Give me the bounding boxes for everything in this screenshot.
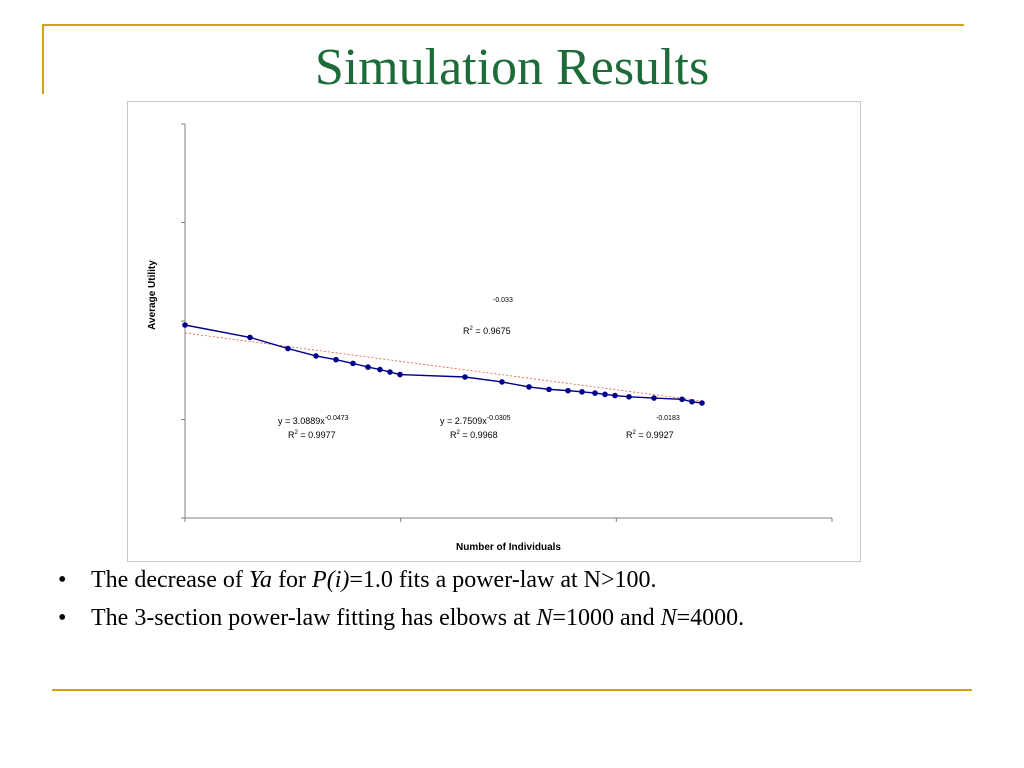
bullet-list: • The decrease of Ya for P(i)=1.0 fits a…	[58, 563, 978, 639]
trendline	[184, 332, 703, 402]
chart: Number of Individuals Average Utility y = …	[147, 123, 833, 553]
bullet-term-n: N	[536, 605, 553, 631]
fit-equation: y = 2.7509x-0.0305	[440, 415, 511, 426]
fit-equation: y = 3.0889x-0.0473	[278, 415, 349, 426]
series-line	[184, 324, 703, 404]
data-point	[333, 356, 339, 363]
frame-bottom-rule	[52, 689, 972, 691]
bullet-marker: •	[58, 567, 67, 593]
data-point	[462, 374, 468, 380]
fit-r-squared-sup: 2	[295, 430, 299, 436]
fit-annotation-fit3: -0.0183 R2 = 0.9927	[626, 415, 680, 440]
fit-r-squared-sup: 2	[470, 326, 474, 332]
fit-exponent: -0.0473	[325, 415, 349, 422]
fit-annotation-fit1: y = 3.0889x-0.0473 R2 = 0.9977	[278, 415, 349, 440]
data-point	[612, 392, 618, 399]
x-axis-title: Number of Individuals	[456, 542, 561, 553]
bullet-text: =1000 and	[552, 605, 661, 631]
data-point	[592, 390, 598, 396]
data-point	[679, 396, 685, 403]
bullet-term-ya: Ya	[248, 567, 273, 593]
data-point	[565, 387, 571, 394]
data-point	[579, 389, 585, 395]
data-point	[397, 371, 403, 378]
chart-frame: Number of Individuals Average Utility y = …	[127, 101, 861, 562]
fit-annotation-fit2: y = 2.7509x-0.0305 R2 = 0.9968	[440, 415, 511, 440]
fit-r-squared-value: = 0.9968	[460, 430, 498, 440]
data-point	[247, 334, 253, 341]
data-point	[365, 364, 371, 370]
y-axis-title: Average Utility	[147, 260, 158, 330]
data-point	[387, 369, 393, 375]
bullet-marker: •	[58, 605, 67, 631]
fit-annotation-fit_all: -0.033 R2 = 0.9675	[463, 297, 513, 336]
data-point	[699, 400, 705, 406]
bullet-item-1: • The decrease of Ya for P(i)=1.0 fits a…	[58, 563, 978, 601]
data-point	[182, 322, 188, 328]
fit-r-squared-value: = 0.9977	[298, 430, 336, 440]
data-point	[546, 386, 552, 393]
fit-exponent: -0.0183	[656, 415, 680, 422]
data-point	[350, 360, 356, 367]
fit-r-squared-value: = 0.9927	[636, 430, 674, 440]
frame-top-rule	[42, 24, 964, 26]
series-layer	[182, 322, 705, 406]
bullet-text: The 3-section power-law fitting has elbo…	[91, 605, 537, 631]
fit-r-squared: R2 = 0.9968	[450, 430, 498, 440]
fit-exponent: -0.0305	[487, 415, 511, 422]
data-point	[313, 353, 319, 359]
data-point	[499, 379, 505, 385]
data-point	[602, 391, 608, 398]
bullet-text: for	[272, 567, 313, 593]
fit-r-squared: R2 = 0.9675	[463, 326, 511, 336]
fit-r-squared-sup: 2	[457, 430, 461, 436]
bullet-term-n: N	[660, 605, 677, 631]
fit-r-squared: R2 = 0.9927	[626, 430, 674, 440]
bullet-term-pi: P(i)	[312, 567, 350, 593]
fit-r-squared-value: = 0.9675	[473, 326, 511, 336]
data-point	[526, 384, 532, 390]
trendline-layer	[184, 332, 703, 402]
bullet-item-2: • The 3-section power-law fitting has el…	[58, 601, 978, 639]
bullet-text: =4000.	[676, 605, 745, 631]
data-point	[377, 366, 383, 373]
data-point	[689, 398, 695, 405]
frame-left-rule	[42, 24, 44, 94]
bullet-text: =1.0 fits a power-law at N>100.	[349, 567, 657, 593]
chart-labels-layer: Number of Individuals Average Utility y = …	[147, 260, 680, 553]
data-point	[626, 394, 632, 400]
fit-exponent: -0.033	[493, 297, 513, 304]
data-point	[651, 395, 657, 401]
fit-r-squared: R2 = 0.9977	[288, 430, 336, 440]
chart-axes	[181, 123, 833, 522]
bullet-text: The decrease of	[91, 567, 249, 593]
fit-r-squared-sup: 2	[633, 430, 637, 436]
page-title: Simulation Results	[314, 39, 710, 96]
data-point	[285, 345, 291, 352]
